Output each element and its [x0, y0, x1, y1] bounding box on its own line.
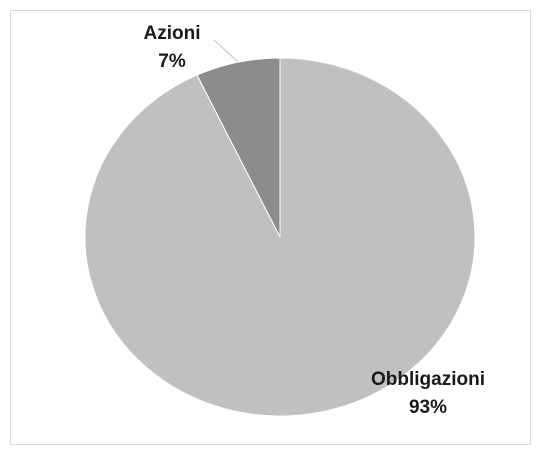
- leader-line: [213, 39, 239, 63]
- category-label: Obbligazioni: [371, 369, 485, 390]
- value-label: 93%: [409, 397, 447, 418]
- category-label: Azioni: [144, 23, 201, 44]
- value-label: 7%: [158, 51, 186, 72]
- pie-slice: [196, 57, 281, 238]
